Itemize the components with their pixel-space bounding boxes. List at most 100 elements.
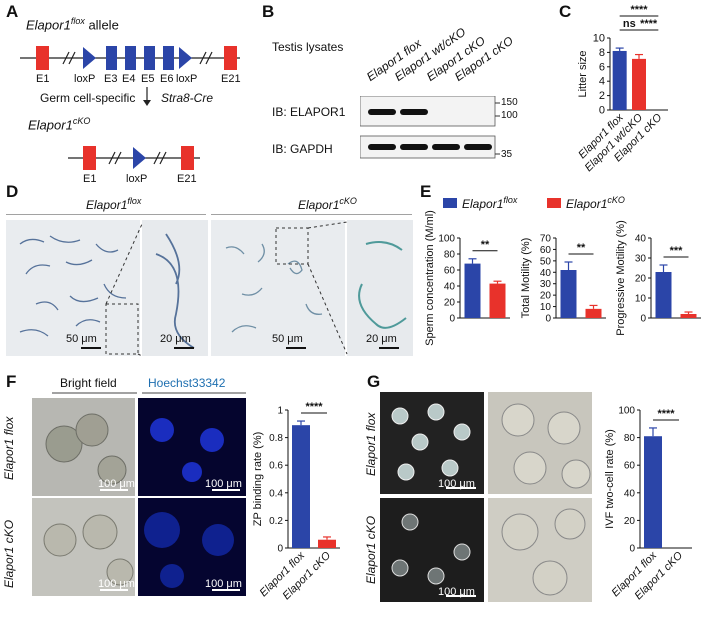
g-embryo <box>441 459 459 477</box>
y-axis-label: Sperm concentration (M/ml) <box>424 210 436 346</box>
sperm-micrographs <box>6 214 413 357</box>
d-cko-low-mag <box>211 220 345 356</box>
y-tick-label: 30 <box>540 279 552 290</box>
scale-text-b: 20 μm <box>160 333 191 345</box>
legend-label-cko: Elapor1cKO <box>566 195 625 211</box>
f-col2-title: Hoechst33342 <box>148 376 226 390</box>
g-embryo <box>397 463 415 481</box>
d-left-title: Elapor1flox <box>86 196 141 212</box>
bar <box>560 270 577 318</box>
panel-letter-f: F <box>6 372 17 391</box>
blot1-band-1 <box>368 109 396 115</box>
g-embryo <box>427 403 445 421</box>
g-oocyte <box>391 559 409 577</box>
d-left-sup: flox <box>127 196 142 206</box>
cko-label-e1: E1 <box>83 173 97 185</box>
loxp-triangle-2 <box>179 47 192 69</box>
y-tick-label: 60 <box>624 461 636 472</box>
blot2-label: IB: GAPDH <box>272 142 333 156</box>
allele-sup: flox <box>70 16 85 26</box>
sperm-cell-zoom <box>358 283 407 329</box>
y-tick-label: 50 <box>540 256 552 267</box>
y-tick-label: 0 <box>449 314 455 325</box>
label-e3: E3 <box>104 73 118 85</box>
sperm-cell <box>287 260 303 275</box>
g-oocyte <box>501 513 539 551</box>
legend-cko-gene: Elapor1 <box>566 197 608 211</box>
scale-text-c: 50 μm <box>272 333 303 345</box>
y-tick-label: 40 <box>444 282 456 293</box>
bar <box>318 539 336 548</box>
label-e6: E6 <box>160 73 174 85</box>
f-nucleus <box>160 564 184 588</box>
bar <box>644 436 662 548</box>
d-left-gene: Elapor1 <box>86 198 128 212</box>
blot1-band-2 <box>400 109 428 115</box>
sperm-cell <box>19 329 49 337</box>
blot2-band-3 <box>432 144 460 150</box>
cko-exon-e21 <box>181 146 194 170</box>
d-right-gene: Elapor1 <box>298 198 340 212</box>
label-e1: E1 <box>36 73 50 85</box>
f-nucleus <box>144 512 180 548</box>
f-oocyte <box>82 514 118 550</box>
d-flox-zoom-line <box>105 223 143 305</box>
sperm-cell <box>257 243 265 263</box>
break-mark <box>159 151 167 165</box>
f-oocyte <box>106 558 134 586</box>
y-tick-label: 100 <box>618 406 635 417</box>
y-tick-label: 40 <box>635 234 647 245</box>
legend-swatch-cko <box>547 198 561 208</box>
bar <box>612 50 627 110</box>
g-oocyte <box>427 567 445 585</box>
bar <box>489 283 506 318</box>
marker-100: 100 <box>501 110 518 121</box>
marker-35: 35 <box>501 149 513 160</box>
sperm-group-cko <box>225 241 407 333</box>
f-micrographs <box>32 392 246 596</box>
d-cko-zoom-line <box>307 263 348 355</box>
sperm-cell <box>231 325 257 333</box>
break-mark <box>68 51 76 65</box>
label-e5: E5 <box>141 73 155 85</box>
d-cko-zoom-box <box>275 227 309 265</box>
d-flox-low-mag <box>6 220 140 356</box>
sperm-cell <box>305 303 323 315</box>
y-tick-label: 30 <box>635 254 647 265</box>
exon-e1 <box>36 46 49 70</box>
y-tick-label: 0.6 <box>269 461 283 472</box>
bar <box>585 308 602 318</box>
y-tick-label: 0.2 <box>269 516 283 527</box>
g-row1-label: Elapor1 flox <box>364 412 378 476</box>
sperm-cell-zoom <box>155 253 195 349</box>
exon-e5 <box>144 46 155 70</box>
y-tick-label: 8 <box>599 47 605 59</box>
exon-e21 <box>224 46 237 70</box>
y-tick-label: 60 <box>540 245 552 256</box>
panel-letter-d: D <box>6 182 19 201</box>
y-tick-label: 70 <box>540 234 552 245</box>
legend-label-flox: Elapor1flox <box>462 195 517 211</box>
y-axis-label: IVF two-cell rate (%) <box>604 429 616 529</box>
y-tick-label: 0 <box>277 544 283 555</box>
y-tick-label: 1 <box>277 406 283 417</box>
g-oocyte <box>554 508 586 540</box>
y-axis-label: Progressive Motility (%) <box>615 220 627 336</box>
f-scale-text-2: 100 μm <box>205 478 242 490</box>
d-right-sup: cKO <box>339 196 357 206</box>
cko-sup: cKO <box>72 116 91 126</box>
y-axis-label: ZP binding rate (%) <box>252 432 264 527</box>
legend-cko-sup: cKO <box>607 195 625 205</box>
significance-label: **** <box>630 4 648 16</box>
break-mark <box>114 151 122 165</box>
panel-letter-a: A <box>6 2 19 21</box>
bar <box>464 263 481 318</box>
sperm-cell <box>225 246 245 255</box>
western-blot <box>360 96 500 159</box>
label-loxp-2: loxP <box>176 73 198 85</box>
y-tick-label: 100 <box>438 234 455 245</box>
g-embryo <box>513 451 547 485</box>
significance-label: ** <box>481 239 490 251</box>
